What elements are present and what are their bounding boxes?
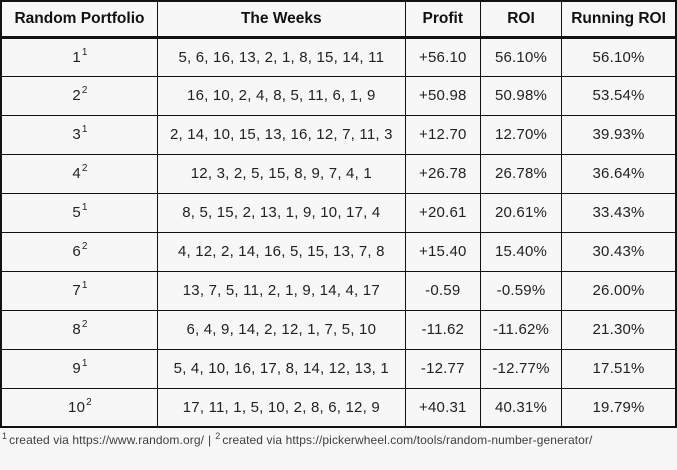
running-roi-cell: 56.10% [561,36,677,77]
running-roi-cell: 33.43% [561,192,677,233]
roi-cell: 12.70% [479,114,563,155]
roi-cell: 26.78% [479,153,563,194]
portfolio-number: 1 [72,48,81,66]
header-running-roi: Running ROI [561,0,677,39]
weeks-cell: 6, 4, 9, 14, 2, 12, 1, 7, 5, 10 [156,309,406,350]
header-random-portfolio: Random Portfolio [0,0,158,39]
profit-cell: +40.31 [404,387,481,428]
table-row: 82 6, 4, 9, 14, 2, 12, 1, 7, 5, 10 -11.62-… [0,309,677,350]
profit-cell: -0.59 [404,270,481,311]
footnote-marker-1: 1 [2,431,8,441]
running-roi-cell: 36.64% [561,153,677,194]
portfolio-cell: 42 [0,153,158,194]
portfolio-cell: 82 [0,309,158,350]
portfolio-cell: 102 [0,387,158,428]
running-roi-cell: 26.00% [561,270,677,311]
weeks-cell: 2, 14, 10, 15, 13, 16, 12, 7, 11, 3 [156,114,406,155]
footnote-text-2: created via https://pickerwheel.com/tool… [222,433,593,447]
weeks-cell: 5, 4, 10, 16, 17, 8, 14, 12, 13, 1 [156,348,406,389]
profit-cell: +26.78 [404,153,481,194]
portfolio-footnote-marker: 2 [81,85,88,96]
portfolio-performance-table: Random Portfolio The Weeks Profit ROI Ru… [0,0,677,428]
table-header: Random Portfolio The Weeks Profit ROI Ru… [0,0,677,39]
portfolio-number: 6 [72,243,81,260]
table-row: 11 5, 6, 16, 13, 2, 1, 8, 15, 14, 11 +56.1… [0,36,677,77]
running-roi-cell: 19.79% [561,387,677,428]
portfolio-number: 5 [72,204,81,221]
table-row: 71 13, 7, 5, 11, 2, 1, 9, 14, 4, 17 -0.59-… [0,270,677,311]
profit-cell: +12.70 [404,114,481,155]
portfolio-footnote-marker: 1 [81,202,88,213]
profit-cell: -11.62 [404,309,481,350]
portfolio-number: 8 [72,321,81,338]
running-roi-cell: 39.93% [561,114,677,155]
portfolio-number: 3 [72,126,81,143]
roi-cell: -0.59% [479,270,563,311]
profit-cell: -12.77 [404,348,481,389]
table-row: 42 12, 3, 2, 5, 15, 8, 9, 7, 4, 1 +26.78 26… [0,153,677,194]
portfolio-footnote-marker: 1 [81,46,88,58]
weeks-cell: 5, 6, 16, 13, 2, 1, 8, 15, 14, 11 [156,36,406,77]
portfolio-cell: 62 [0,231,158,272]
footnote-text-1: created via https://www.random.org/ [9,433,205,447]
roi-cell: 15.40% [479,231,563,272]
portfolio-footnote-marker: 2 [81,163,88,174]
portfolio-cell: 22 [0,75,158,116]
roi-cell: -12.77% [479,348,563,389]
profit-cell: +20.61 [404,192,481,233]
profit-cell: +56.10 [404,36,481,77]
portfolio-cell: 91 [0,348,158,389]
roi-cell: 40.31% [479,387,563,428]
table-header-row: Random Portfolio The Weeks Profit ROI Ru… [0,0,677,39]
weeks-cell: 17, 11, 1, 5, 10, 2, 8, 6, 12, 9 [156,387,406,428]
table-row: 62 4, 12, 2, 14, 16, 5, 15, 13, 7, 8 +15.4… [0,231,677,272]
portfolio-number: 4 [72,165,81,182]
portfolio-footnote-marker: 2 [81,241,88,252]
table-row: 22 16, 10, 2, 4, 8, 5, 11, 6, 1, 9 +50.98 5… [0,75,677,116]
portfolio-number: 7 [72,282,81,299]
running-roi-cell: 17.51% [561,348,677,389]
portfolio-footnote-marker: 1 [81,358,88,369]
roi-cell: 20.61% [479,192,563,233]
profit-cell: +15.40 [404,231,481,272]
portfolio-footnote-marker: 1 [81,280,88,291]
roi-cell: 56.10% [479,36,563,77]
weeks-cell: 12, 3, 2, 5, 15, 8, 9, 7, 4, 1 [156,153,406,194]
header-roi: ROI [479,0,563,39]
roi-cell: -11.62% [479,309,563,350]
footnote-marker-2: 2 [215,431,221,441]
portfolio-number: 2 [72,87,81,104]
footnotes: 1 created via https://www.random.org/| 2 cr… [2,431,677,448]
table-row: 51 8, 5, 15, 2, 13, 1, 9, 10, 17, 4 +20.61… [0,192,677,233]
header-profit: Profit [404,0,481,39]
portfolio-cell: 71 [0,270,158,311]
footnote-separator: | [208,433,212,447]
portfolio-footnote-marker: 2 [81,319,88,330]
profit-cell: +50.98 [404,75,481,116]
portfolio-cell: 31 [0,114,158,155]
table-row: 102 17, 11, 1, 5, 10, 2, 8, 6, 12, 9 +40.3… [0,387,677,428]
weeks-cell: 16, 10, 2, 4, 8, 5, 11, 6, 1, 9 [156,75,406,116]
roi-cell: 50.98% [479,75,563,116]
running-roi-cell: 30.43% [561,231,677,272]
portfolio-cell: 11 [0,36,158,77]
portfolio-performance-table-container: Random Portfolio The Weeks Profit ROI Ru… [0,0,677,447]
weeks-cell: 13, 7, 5, 11, 2, 1, 9, 14, 4, 17 [156,270,406,311]
table-row: 91 5, 4, 10, 16, 17, 8, 14, 12, 13, 1 -12.… [0,348,677,389]
running-roi-cell: 53.54% [561,75,677,116]
running-roi-cell: 21.30% [561,309,677,350]
portfolio-number: 9 [72,360,81,377]
table-row: 31 2, 14, 10, 15, 13, 16, 12, 7, 11, 3 +12… [0,114,677,155]
table-body: 11 5, 6, 16, 13, 2, 1, 8, 15, 14, 11 +56.1… [0,36,677,428]
portfolio-footnote-marker: 1 [81,124,88,135]
portfolio-number: 10 [68,398,86,416]
header-the-weeks: The Weeks [156,0,406,39]
weeks-cell: 8, 5, 15, 2, 13, 1, 9, 10, 17, 4 [156,192,406,233]
portfolio-cell: 51 [0,192,158,233]
portfolio-footnote-marker: 2 [86,396,92,408]
weeks-cell: 4, 12, 2, 14, 16, 5, 15, 13, 7, 8 [156,231,406,272]
